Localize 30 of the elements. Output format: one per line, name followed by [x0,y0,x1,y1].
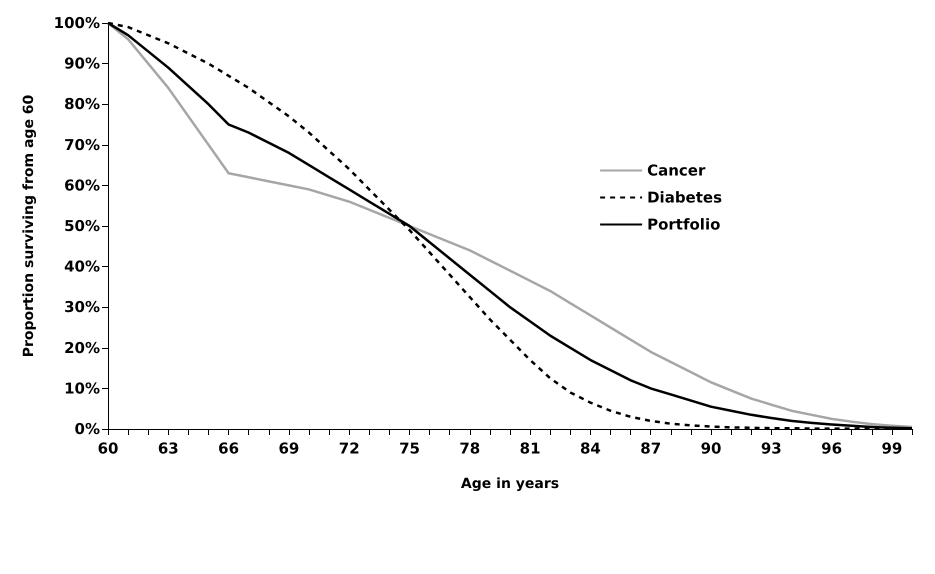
y-tick-label: 50% [64,217,100,235]
x-tick-label: 90 [700,440,722,458]
y-tick-label: 20% [64,338,100,357]
x-tick-label: 93 [760,440,782,458]
legend-label: Diabetes [647,188,722,206]
y-tick-label: 40% [64,258,100,276]
y-tick-label: 60% [64,176,100,194]
legend-label: Portfolio [647,216,720,234]
x-tick-label: 99 [881,440,902,458]
y-tick-label: 90% [64,54,100,73]
x-tick-label: 87 [640,440,662,458]
y-tick-label: 80% [64,95,100,114]
y-axis-title: Proportion surviving from age 60 [21,94,37,358]
y-tick-label: 10% [64,379,100,398]
x-tick-label: 72 [338,440,360,458]
x-tick-label: 81 [520,440,541,458]
y-tick-label: 100% [54,14,100,32]
legend-label: Cancer [647,162,706,180]
y-tick-label: 30% [64,298,100,316]
x-tick-label: 69 [278,440,300,458]
x-tick-label: 63 [158,440,179,458]
x-tick-label: 60 [98,440,118,458]
x-tick-label: 84 [580,440,601,458]
y-tick-label: 0% [74,420,100,438]
x-tick-label: 96 [821,440,842,458]
y-tick-label: 70% [64,136,100,154]
x-tick-label: 75 [399,440,420,458]
x-tick-label: 78 [459,440,480,458]
x-axis-title: Age in years [460,476,560,492]
x-tick-label: 66 [218,440,240,458]
